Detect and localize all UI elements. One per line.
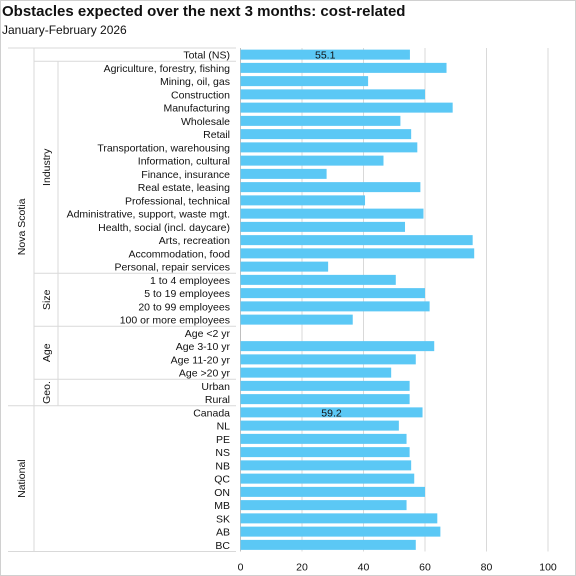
- category-label: 100 or more employees: [120, 315, 230, 327]
- bar: [240, 235, 473, 246]
- category-label: NB: [215, 460, 230, 472]
- bar: [240, 486, 425, 497]
- x-tick-label: 60: [419, 562, 431, 574]
- bar: [240, 168, 327, 179]
- category-label: Finance, insurance: [141, 169, 230, 181]
- bar-series: [240, 49, 475, 550]
- bar: [240, 274, 396, 285]
- bar: [240, 155, 384, 166]
- category-label: Transportation, warehousing: [97, 142, 230, 154]
- category-label: NS: [215, 447, 230, 459]
- category-label: QC: [214, 474, 230, 486]
- bar: [240, 208, 424, 219]
- bar: [240, 301, 430, 312]
- group-label: National: [16, 459, 28, 498]
- bar: [240, 261, 329, 272]
- bar: [240, 513, 438, 524]
- category-label: Retail: [203, 129, 230, 141]
- category-label: Real estate, leasing: [138, 182, 230, 194]
- group-label: Geo.: [41, 381, 53, 404]
- category-label: PE: [216, 434, 230, 446]
- bar: [240, 526, 441, 537]
- category-label: Wholesale: [181, 116, 230, 128]
- category-label: Rural: [205, 394, 230, 406]
- category-label: AB: [216, 527, 230, 539]
- bar: [240, 394, 410, 405]
- chart-subtitle: January-February 2026: [2, 23, 127, 37]
- category-label: Administrative, support, waste mgt.: [67, 209, 230, 221]
- bar: [240, 62, 447, 73]
- x-tick-label: 20: [296, 562, 308, 574]
- bar: [240, 248, 475, 259]
- bar: [240, 460, 412, 471]
- group-labels: Nova Scotia Industry Size Age Geo. National: [8, 47, 236, 552]
- group-label: Size: [41, 289, 53, 310]
- category-label: MB: [214, 500, 230, 512]
- bar: [240, 539, 416, 550]
- category-label: 20 to 99 employees: [138, 301, 230, 313]
- x-tick-label: 100: [539, 562, 557, 574]
- category-label: Total (NS): [183, 50, 230, 62]
- category-label: Age <2 yr: [185, 328, 231, 340]
- category-label: Arts, recreation: [159, 235, 230, 247]
- category-label: Construction: [171, 89, 230, 101]
- category-label: Information, cultural: [138, 156, 230, 168]
- bar: [240, 182, 421, 193]
- bar: [240, 341, 435, 352]
- x-tick-label: 40: [358, 562, 370, 574]
- bar: [240, 49, 410, 60]
- bar: [240, 129, 412, 140]
- category-label: Urban: [201, 381, 230, 393]
- bar: [240, 288, 425, 299]
- category-label: BC: [215, 540, 230, 552]
- bar: [240, 221, 406, 232]
- bar: [240, 102, 453, 113]
- group-label: Nova Scotia: [16, 198, 28, 255]
- data-label: 59.2: [321, 407, 342, 419]
- bar: [240, 89, 425, 100]
- bar: [240, 420, 399, 431]
- bar: [240, 367, 392, 378]
- x-axis-ticks: 0 20 40 60 80 100: [238, 562, 557, 574]
- category-label: Personal, repair services: [114, 262, 230, 274]
- category-label: NL: [217, 421, 231, 433]
- category-label: Age >20 yr: [179, 368, 231, 380]
- bar: [240, 195, 366, 206]
- bar: [240, 76, 369, 87]
- bar: [240, 354, 416, 365]
- bar: [240, 314, 353, 325]
- category-label: Canada: [193, 407, 230, 419]
- category-label: ON: [214, 487, 230, 499]
- category-label: Age 3-10 yr: [176, 341, 231, 353]
- category-label: Manufacturing: [163, 103, 230, 115]
- x-tick-label: 80: [481, 562, 493, 574]
- category-label: Agriculture, forestry, fishing: [104, 63, 231, 75]
- category-label: Mining, oil, gas: [160, 76, 230, 88]
- category-label: 5 to 19 employees: [144, 288, 230, 300]
- data-labels: 55.1 59.2: [315, 50, 342, 420]
- category-label: Age 11-20 yr: [171, 354, 231, 366]
- data-label: 55.1: [315, 50, 336, 62]
- category-labels: Total (NS)Agriculture, forestry, fishing…: [67, 50, 231, 552]
- category-label: Accommodation, food: [128, 248, 230, 260]
- group-label: Age: [41, 343, 53, 362]
- category-label: Health, social (incl. daycare): [98, 222, 230, 234]
- bar: [240, 115, 401, 126]
- bar: [240, 500, 407, 511]
- bar: [240, 433, 407, 444]
- group-label: Industry: [41, 148, 53, 186]
- category-label: Professional, technical: [125, 195, 230, 207]
- x-tick-label: 0: [238, 562, 244, 574]
- chart-title: Obstacles expected over the next 3 month…: [2, 3, 406, 20]
- category-label: SK: [216, 513, 230, 525]
- bar: [240, 473, 415, 484]
- category-label: 1 to 4 employees: [150, 275, 230, 287]
- bar: [240, 142, 418, 153]
- bar: [240, 380, 410, 391]
- bar: [240, 447, 410, 458]
- bar: [240, 407, 423, 418]
